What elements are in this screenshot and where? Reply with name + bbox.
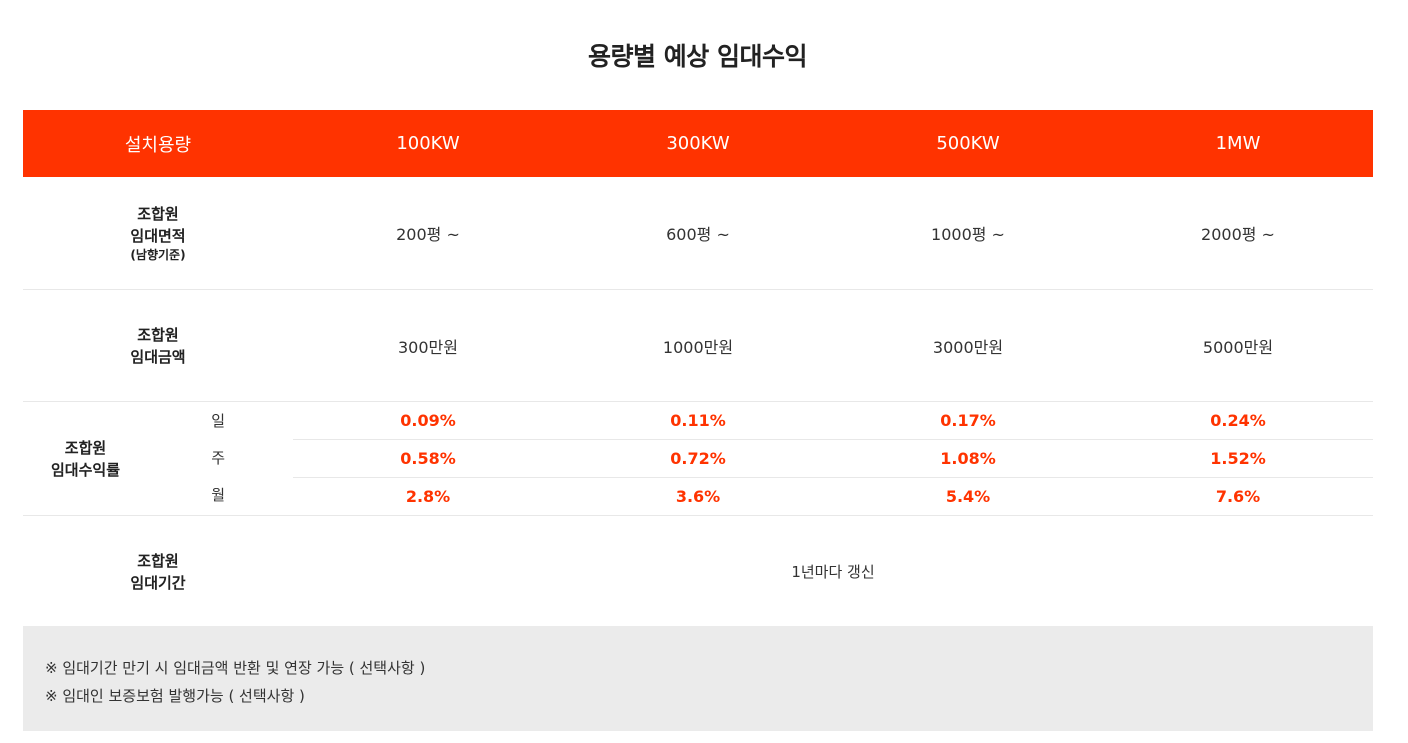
table-row-rate-monthly: 2.8% 3.6% 5.4% 7.6%: [23, 477, 1373, 516]
amount-value-1mw: 5000만원: [1103, 289, 1373, 402]
area-label-line2: 임대면적: [130, 227, 186, 245]
area-value-300kw: 600평 ~: [563, 177, 833, 290]
area-value-1mw: 2000평 ~: [1103, 177, 1373, 290]
notes-box: ※ 임대기간 만기 시 임대금액 반환 및 연장 가능 ( 선택사항 ) ※ 임…: [23, 626, 1373, 731]
rate-monthly-1mw: 7.6%: [1103, 477, 1373, 516]
term-row-label: 조합원 임대기간: [23, 516, 293, 628]
area-value-500kw: 1000평 ~: [833, 177, 1103, 290]
amount-value-500kw: 3000만원: [833, 289, 1103, 402]
rate-monthly-500kw: 5.4%: [833, 477, 1103, 516]
rate-period-weekly: 주: [211, 449, 225, 467]
rate-daily-300kw: 0.11%: [563, 401, 833, 440]
rate-label-line1: 조합원: [64, 438, 107, 457]
amount-label-line2: 임대금액: [130, 347, 186, 366]
rate-monthly-100kw: 2.8%: [293, 477, 563, 516]
rate-label-line2: 임대수익률: [51, 460, 121, 479]
capacity-header-300kw: 300KW: [563, 110, 833, 177]
rate-weekly-1mw: 1.52%: [1103, 439, 1373, 478]
amount-label-line1: 조합원: [137, 325, 179, 344]
table-header-row: 설치용량 100KW 300KW 500KW 1MW: [23, 110, 1373, 177]
rate-daily-500kw: 0.17%: [833, 401, 1103, 440]
area-label-note: (남향기준): [130, 248, 186, 262]
term-label-line1: 조합원: [137, 551, 179, 570]
area-label-line1: 조합원: [137, 205, 179, 223]
rate-daily-1mw: 0.24%: [1103, 401, 1373, 440]
rate-period-daily: 일: [211, 412, 225, 430]
rate-weekly-500kw: 1.08%: [833, 439, 1103, 478]
page-title: 용량별 예상 임대수익: [588, 41, 807, 71]
table-row-term: 조합원 임대기간 1년마다 갱신: [23, 516, 1373, 628]
rate-row-label: 조합원 임대수익률 일 주 월: [23, 401, 293, 516]
rental-income-table: 설치용량 100KW 300KW 500KW 1MW 조합원 임대면적 (남향기…: [23, 110, 1373, 627]
rate-weekly-100kw: 0.58%: [293, 439, 563, 478]
rate-period-monthly: 월: [211, 486, 225, 504]
area-value-100kw: 200평 ~: [293, 177, 563, 290]
table-row-rate-weekly: 0.58% 0.72% 1.08% 1.52%: [23, 439, 1373, 478]
table-row-amount: 조합원 임대금액 300만원 1000만원 3000만원 5000만원: [23, 289, 1373, 402]
capacity-header-500kw: 500KW: [833, 110, 1103, 177]
term-label-line2: 임대기간: [130, 573, 186, 592]
capacity-header-1mw: 1MW: [1103, 110, 1373, 177]
note-line-refund: ※ 임대기간 만기 시 임대금액 반환 및 연장 가능 ( 선택사항 ): [45, 659, 426, 677]
area-row-label: 조합원 임대면적 (남향기준): [23, 177, 293, 290]
table-row-area: 조합원 임대면적 (남향기준) 200평 ~ 600평 ~ 1000평 ~ 20…: [23, 177, 1373, 290]
term-value: 1년마다 갱신: [791, 563, 875, 581]
table-row-rate-daily: 조합원 임대수익률 일 주 월 0.09% 0.11% 0.17% 0.24%: [23, 401, 1373, 516]
amount-value-100kw: 300만원: [293, 289, 563, 402]
amount-row-label: 조합원 임대금액: [23, 289, 293, 402]
rate-monthly-300kw: 3.6%: [563, 477, 833, 516]
capacity-header-100kw: 100KW: [293, 110, 563, 177]
rate-weekly-300kw: 0.72%: [563, 439, 833, 478]
capacity-header-label: 설치용량: [23, 110, 293, 177]
rate-daily-100kw: 0.09%: [293, 401, 563, 440]
amount-value-300kw: 1000만원: [563, 289, 833, 402]
note-line-insurance: ※ 임대인 보증보험 발행가능 ( 선택사항 ): [45, 687, 305, 705]
